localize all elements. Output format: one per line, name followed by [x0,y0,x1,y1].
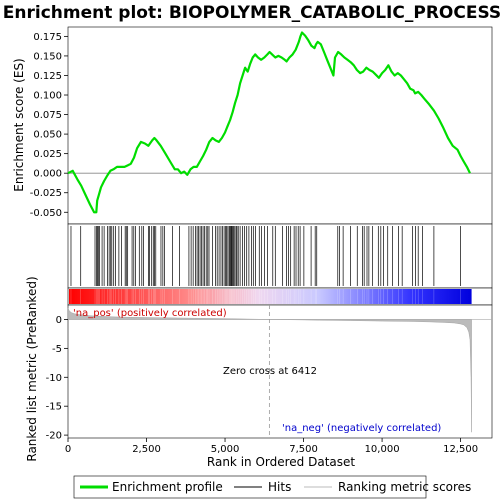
metric-y-axis-label: Ranked list metric (PreRanked) [25,276,39,461]
x-tick-label: 12,500 [443,444,478,455]
es-y-tick-label: 0.175 [33,32,62,43]
es-y-tick-label: 0.075 [33,110,62,121]
es-y-tick-label: 0.150 [33,51,62,62]
metric-gradient [69,289,472,304]
es-y-axis: -0.050 -0.025 0.000 0.025 0.050 0.075 0.100 0.1… [30,32,68,219]
x-axis: 0 2,500 5,000 7,500 10,000 12,500 [65,438,478,455]
legend-enrichment-label: Enrichment profile [112,480,223,494]
es-y-tick-label: 0.050 [33,130,62,141]
hits-plot-frame [67,223,493,289]
metric-y-tick-label: -20 [46,431,62,442]
ranked-metric-panel: -20 -15 -10 -5 0 0 2,500 5,000 7,500 10,000 12,50… [25,276,493,469]
x-axis-label: Rank in Ordered Dataset [207,455,355,469]
hits-panel [67,223,493,289]
metric-plot-frame [67,304,493,439]
es-y-tick-label: 0.000 [33,169,62,180]
legend-metric-label: Ranking metric scores [338,480,471,494]
es-y-tick-label: -0.050 [30,208,62,219]
ranking-metric-area [67,307,472,433]
es-y-tick-label: 0.025 [33,149,62,160]
metric-y-axis: -20 -15 -10 -5 0 [46,315,68,442]
x-tick-label: 7,500 [289,444,318,455]
x-tick-label: 5,000 [211,444,240,455]
es-plot-frame [67,26,493,225]
hit-lines [70,226,461,286]
es-y-tick-label: 0.125 [33,71,62,82]
metric-color-bar [67,287,493,306]
legend-hits-label: Hits [268,480,291,494]
es-y-tick-label: 0.100 [33,91,62,102]
enrichment-score-panel: -0.050 -0.025 0.000 0.025 0.050 0.075 0.100 0.1… [12,26,493,225]
x-tick-label: 0 [65,444,71,455]
metric-y-tick-label: -5 [52,344,62,355]
es-y-axis-label: Enrichment score (ES) [12,58,26,191]
pos-label: 'na_pos' (positively correlated) [73,308,227,319]
metric-y-tick-label: 0 [56,315,62,326]
neg-label: 'na_neg' (negatively correlated) [282,423,441,434]
x-tick-label: 10,000 [365,444,400,455]
metric-y-tick-label: -10 [46,373,62,384]
x-tick-label: 2,500 [132,444,161,455]
chart-title: Enrichment plot: BIOPOLYMER_CATABOLIC_PR… [3,3,500,23]
enrichment-profile-line [67,31,471,214]
color-bar-hit-lines [70,289,461,304]
zero-cross-label: Zero cross at 6412 [223,366,317,377]
es-y-tick-label: -0.025 [30,188,62,199]
legend: Enrichment profile Hits Ranking metric s… [73,475,471,499]
metric-y-tick-label: -15 [46,402,62,413]
